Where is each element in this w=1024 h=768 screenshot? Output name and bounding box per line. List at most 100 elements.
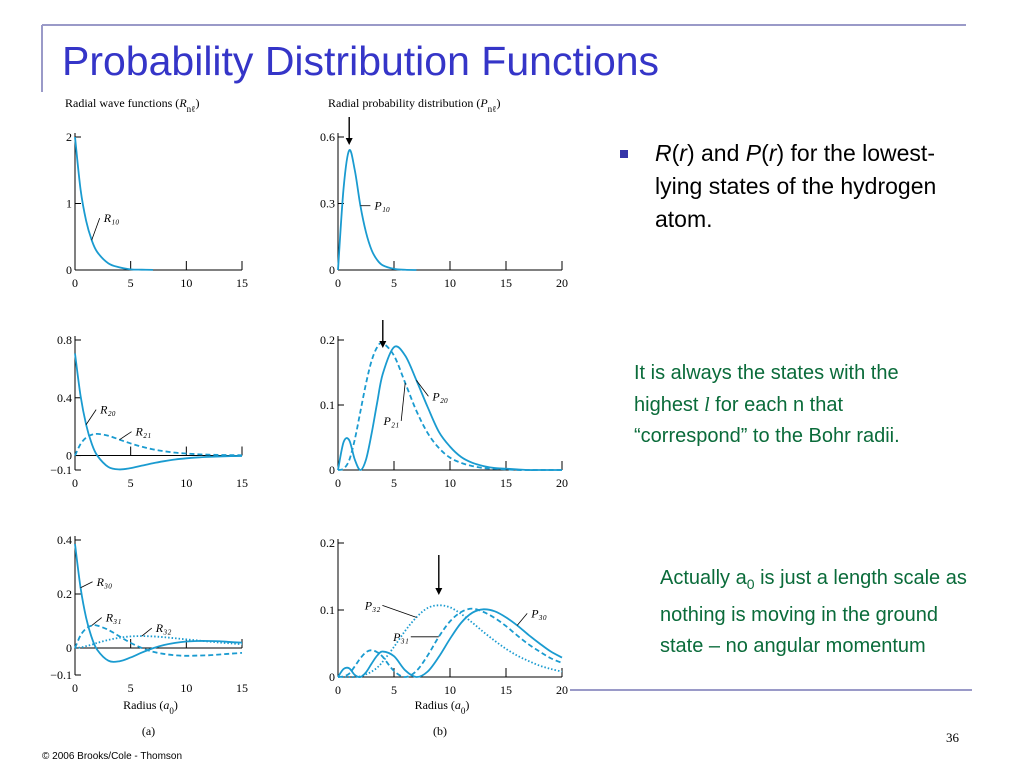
x-axis-label: Radius (a0) [415, 698, 470, 716]
y-tick-label: 0.1 [320, 398, 335, 412]
note: It is always the states with the highest… [634, 358, 924, 453]
label-leader [382, 604, 417, 618]
label-leader [400, 382, 406, 421]
y-tick-label: 0.8 [57, 333, 72, 347]
x-tick-label: 10 [444, 683, 456, 697]
x-tick-label: 5 [391, 276, 397, 290]
bohr-arrow [345, 117, 353, 145]
text-run: for each n that “correspond” to the Bohr… [634, 393, 900, 448]
y-tick-label: 0 [329, 263, 335, 277]
text-run: Radius ( [415, 698, 455, 712]
text-run: l [704, 393, 710, 416]
text-run: 0 [169, 706, 174, 716]
panel-caption: (b) [433, 724, 447, 738]
curve-label: P₃₁ [392, 630, 409, 644]
page-number: 36 [946, 730, 959, 745]
curve [337, 341, 562, 471]
text-run: ) for the lowest-lying states of the hyd… [655, 140, 937, 232]
text-run: P [745, 140, 762, 166]
x-tick-label: 0 [72, 276, 78, 290]
x-tick-label: 5 [128, 681, 134, 695]
x-tick-label: 5 [128, 476, 134, 490]
y-tick-label: 0.4 [57, 533, 72, 547]
curve [338, 604, 563, 678]
y-tick-label: 0 [66, 449, 72, 463]
x-tick-label: 10 [180, 681, 192, 695]
label-leader [80, 581, 93, 589]
text-run: ( [761, 140, 769, 166]
curve [337, 345, 562, 471]
x-tick-label: 15 [500, 476, 512, 490]
curve-label: P₁₀ [373, 199, 390, 213]
x-tick-label: 0 [72, 681, 78, 695]
label-leader [91, 617, 102, 626]
curve [337, 149, 417, 271]
y-tick-label: 0.2 [57, 587, 72, 601]
panel-header: Radial wave functions (Rnℓ) [65, 96, 199, 114]
x-tick-label: 10 [444, 276, 456, 290]
text-run: Actually a [660, 567, 747, 589]
bohr-arrow [379, 320, 387, 348]
x-tick-label: 10 [180, 476, 192, 490]
bullet-marker [620, 150, 628, 158]
curve [337, 607, 563, 678]
label-leader [91, 217, 101, 241]
panel-header: Radial probability distribution (Pnℓ) [328, 96, 500, 114]
x-tick-label: 5 [391, 683, 397, 697]
curve [74, 635, 243, 649]
curve-label: R₁₀ [103, 211, 120, 225]
curve-label: P₂₁ [383, 414, 400, 428]
label-leader [516, 613, 528, 626]
curve [74, 136, 153, 271]
x-tick-label: 15 [500, 683, 512, 697]
curve-label: R₃₁ [105, 611, 122, 625]
text-run: nℓ [488, 104, 497, 114]
text-run: R [655, 140, 672, 166]
text-run: ( [671, 140, 680, 166]
x-tick-label: 0 [335, 276, 341, 290]
y-tick-label: 0.1 [320, 603, 335, 617]
x-tick-label: 15 [236, 476, 248, 490]
text-run: ) and [686, 140, 746, 166]
curve [74, 624, 243, 657]
text-run: is just a length scale as nothing is mov… [660, 567, 967, 657]
arrow-head [379, 341, 387, 348]
x-tick-label: 0 [72, 476, 78, 490]
slide-title: Probability Distribution Functions [62, 38, 660, 84]
arrow-head [345, 138, 353, 145]
curve-label: R₃₀ [96, 575, 113, 589]
x-tick-label: 10 [444, 476, 456, 490]
y-tick-label: 0 [329, 670, 335, 684]
x-tick-label: 20 [556, 683, 568, 697]
bullet-text: R(r) and P(r) for the lowest-lying state… [655, 137, 955, 236]
curve [74, 543, 243, 663]
text-run: R [178, 96, 187, 110]
bohr-arrow [435, 555, 443, 595]
x-tick-label: 5 [128, 276, 134, 290]
text-run: ) [496, 96, 500, 110]
text-run: ) [174, 698, 178, 712]
y-tick-label: 0.3 [320, 197, 335, 211]
curve-label: R₂₁ [135, 425, 152, 439]
x-axis-label: Radius (a0) [123, 698, 178, 716]
x-tick-label: 10 [180, 276, 192, 290]
x-tick-label: 15 [236, 276, 248, 290]
curve-label: R₂₀ [99, 403, 116, 417]
x-tick-label: 0 [335, 476, 341, 490]
curve-label: P₃₂ [364, 598, 381, 612]
x-tick-label: 20 [556, 276, 568, 290]
label-leader [416, 380, 429, 397]
note: Actually a0 is just a length scale as no… [660, 563, 980, 662]
y-tick-label: 0 [329, 463, 335, 477]
x-tick-label: 15 [500, 276, 512, 290]
curve-label: P₃₀ [530, 606, 547, 620]
text-run: Radial probability distribution ( [328, 96, 480, 110]
text-run: Radius ( [123, 698, 163, 712]
y-tick-label: 0 [66, 641, 72, 655]
y-tick-label: 1 [66, 197, 72, 211]
x-tick-label: 0 [335, 683, 341, 697]
y-tick-label: 0.2 [320, 536, 335, 550]
arrow-head [435, 588, 443, 595]
text-run: nℓ [187, 104, 196, 114]
